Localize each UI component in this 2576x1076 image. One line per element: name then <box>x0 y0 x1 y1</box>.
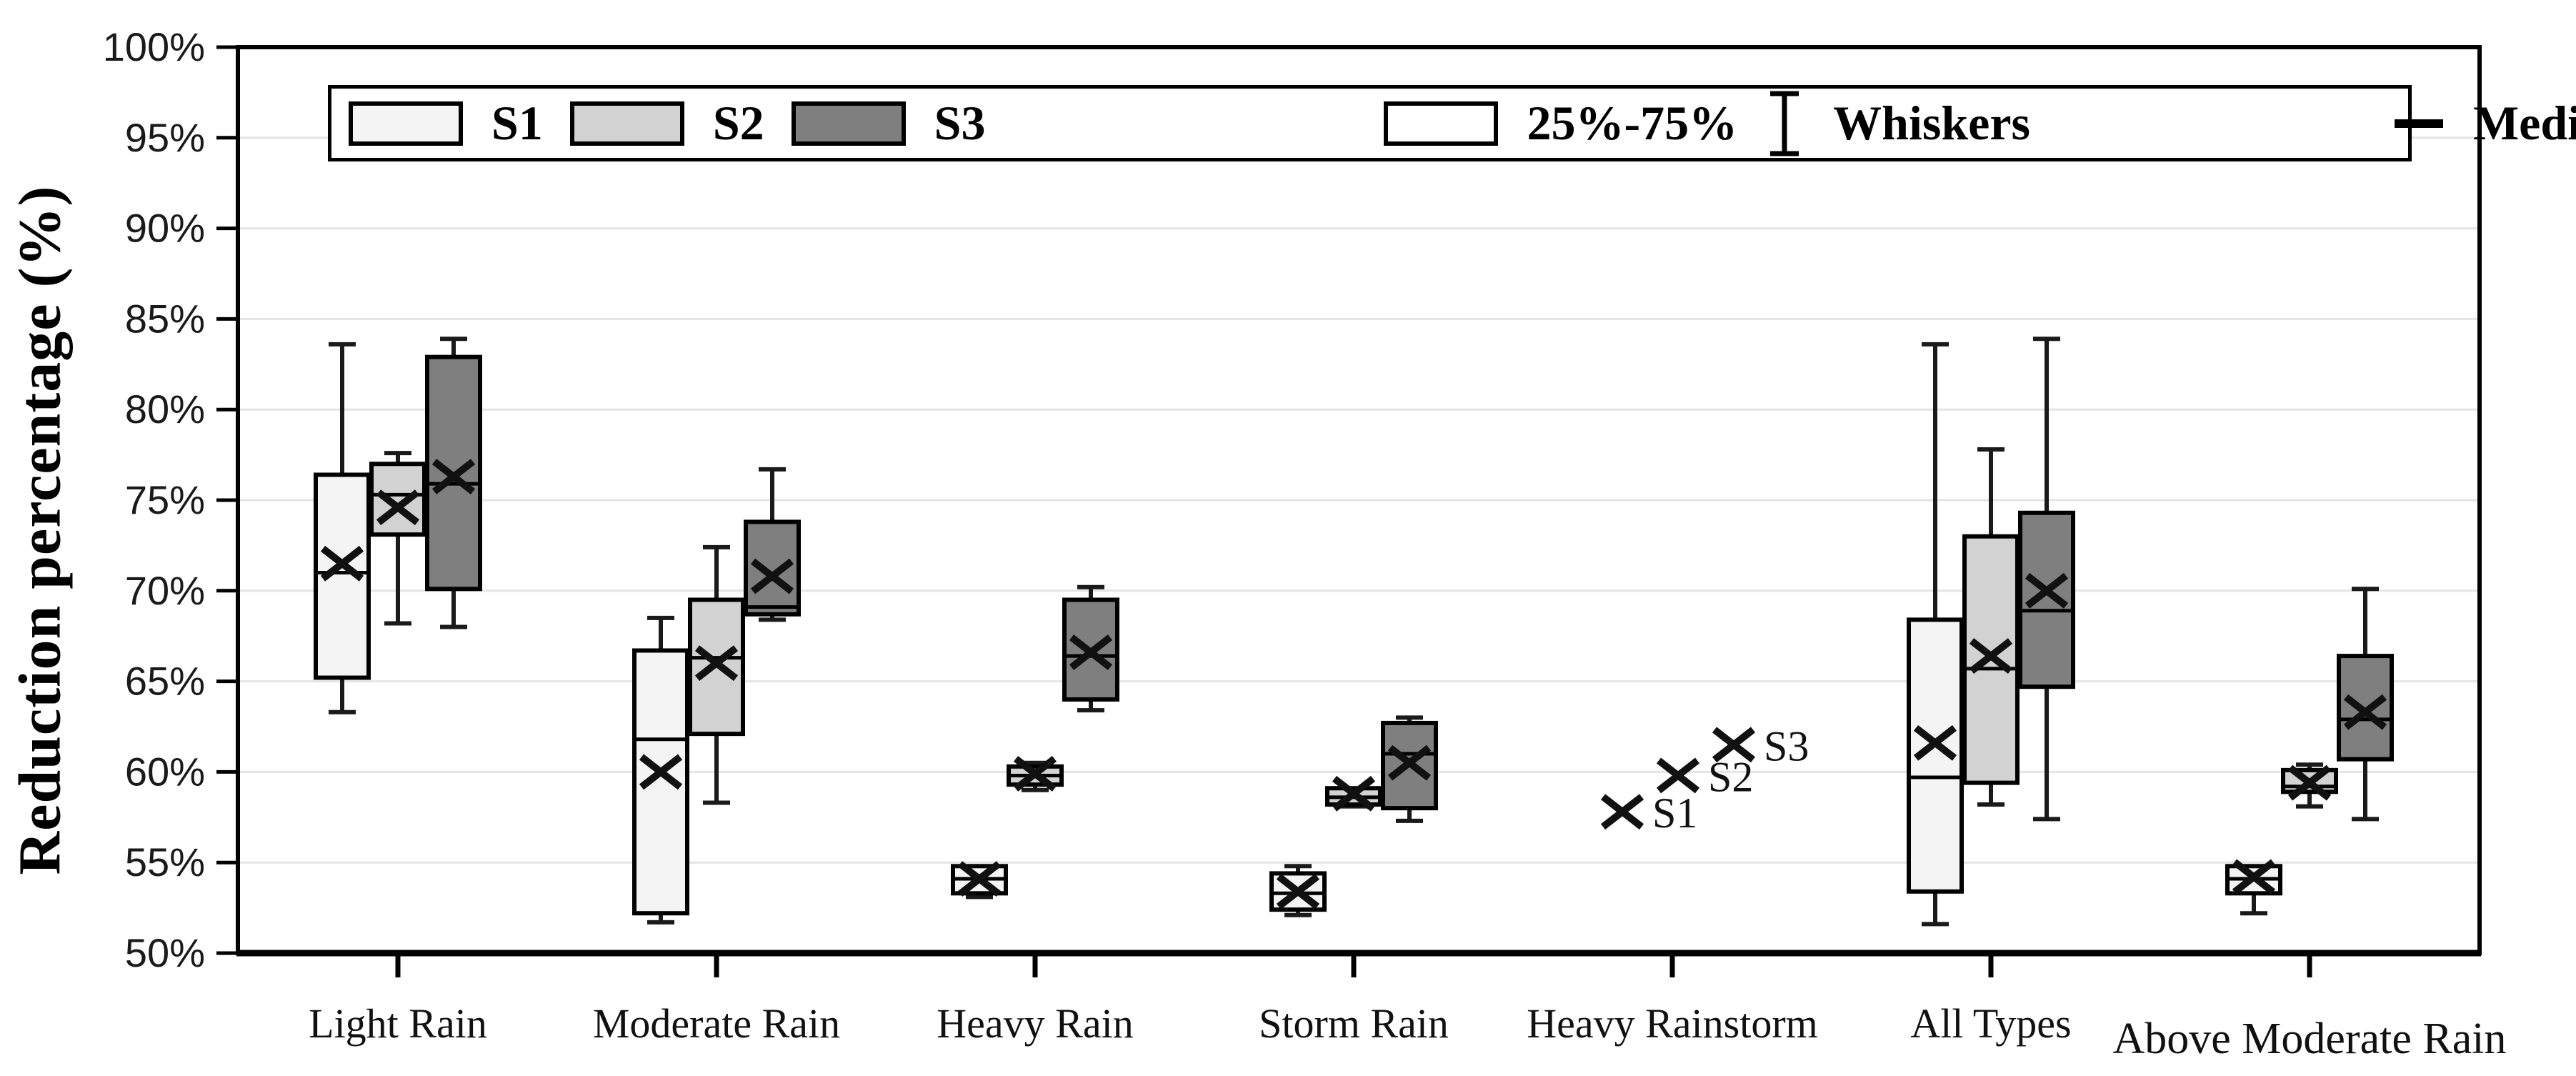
mean-marker-s1-above-moderate-rain <box>2232 859 2276 895</box>
box-s2-light-rain <box>369 462 426 537</box>
point-label-s2-heavy-rainstorm: S2 <box>1708 753 1753 800</box>
legend-item-median: Median <box>2393 95 2576 151</box>
mean-marker-s1-heavy-rain <box>957 861 1002 897</box>
legend: S1 S2 S3 25%-75% Whiskers Median <box>328 85 2576 161</box>
y-tick-label-65: 65% <box>125 659 205 704</box>
mean-marker-s2-storm-rain <box>1332 775 1376 812</box>
y-tick-label-70: 70% <box>125 568 205 613</box>
x-label-storm-rain: Storm Rain <box>1259 1000 1449 1047</box>
mean-marker-s2-above-moderate-rain <box>2287 764 2332 801</box>
y-tick-label-90: 90% <box>125 206 205 251</box>
y-tick-label-60: 60% <box>125 749 205 794</box>
y-tick-label-85: 85% <box>125 296 205 341</box>
point-label-s3-heavy-rainstorm: S3 <box>1764 722 1809 769</box>
mean-marker-s2-heavy-rainstorm <box>1656 757 1700 794</box>
s3-swatch <box>791 101 906 146</box>
x-label-all-types: All Types <box>1910 1000 2071 1047</box>
mean-marker-s2-moderate-rain <box>694 645 739 682</box>
s2-swatch <box>569 101 684 146</box>
iqr-box-swatch <box>1384 101 1499 146</box>
mean-marker-s1-heavy-rainstorm <box>1600 794 1644 830</box>
legend-item-s1: S1 <box>349 95 543 151</box>
box-s3-all-types <box>2018 510 2075 689</box>
mean-marker-s3-all-types <box>2025 572 2069 609</box>
x-label-light-rain: Light Rain <box>309 1000 487 1047</box>
legend-label-s3: S3 <box>934 96 986 150</box>
box-s3-above-moderate-rain <box>2337 654 2394 762</box>
mean-marker-s3-light-rain <box>431 459 476 494</box>
x-label-above-moderate-rain: Above Moderate Rain <box>2113 1015 2507 1063</box>
legend-label-s1: S1 <box>491 96 543 150</box>
mean-marker-s3-above-moderate-rain <box>2343 694 2387 730</box>
mean-marker-s3-heavy-rain <box>1069 634 1113 670</box>
mean-marker-s3-storm-rain <box>1387 744 1432 781</box>
y-tick-label-55: 55% <box>125 840 205 885</box>
legend-item-whiskers: Whiskers <box>1764 89 2030 158</box>
mean-marker-s1-moderate-rain <box>639 754 683 790</box>
mean-marker-s1-light-rain <box>320 545 364 582</box>
legend-label-s2: S2 <box>712 96 764 150</box>
x-label-moderate-rain: Moderate Rain <box>593 1000 840 1047</box>
y-tick-label-95: 95% <box>125 115 205 160</box>
legend-item-s2: S2 <box>569 95 764 151</box>
mean-marker-s2-heavy-rain <box>1013 755 1057 792</box>
median-line-icon <box>2394 119 2443 128</box>
legend-label-median: Median <box>2472 96 2576 150</box>
s1-swatch <box>349 101 463 146</box>
legend-item-s3: S3 <box>791 95 986 151</box>
legend-label-whiskers: Whiskers <box>1833 96 2030 150</box>
x-label-heavy-rain: Heavy Rain <box>937 1000 1133 1047</box>
box-s2-above-moderate-rain <box>2281 767 2338 794</box>
mean-marker-s3-heavy-rainstorm <box>1712 727 1756 763</box>
mean-marker-s1-storm-rain <box>1276 873 1320 910</box>
mean-marker-s1-all-types <box>1913 724 1957 761</box>
x-label-heavy-rainstorm: Heavy Rainstorm <box>1527 1000 1818 1047</box>
y-tick-label-80: 80% <box>125 387 205 432</box>
y-tick-label-50: 50% <box>125 930 205 975</box>
legend-item-iqr: 25%-75% <box>1384 95 1737 151</box>
mean-marker-s3-moderate-rain <box>750 558 794 594</box>
mean-marker-s2-all-types <box>1969 638 2013 674</box>
legend-label-iqr: 25%-75% <box>1527 96 1738 150</box>
y-tick-label-75: 75% <box>125 477 205 522</box>
box-s3-moderate-rain <box>744 519 801 617</box>
whisker-icon <box>1770 91 1799 156</box>
point-label-s1-heavy-rainstorm: S1 <box>1652 789 1697 837</box>
mean-marker-s2-light-rain <box>376 489 420 526</box>
y-tick-label-100: 100% <box>103 24 205 69</box>
